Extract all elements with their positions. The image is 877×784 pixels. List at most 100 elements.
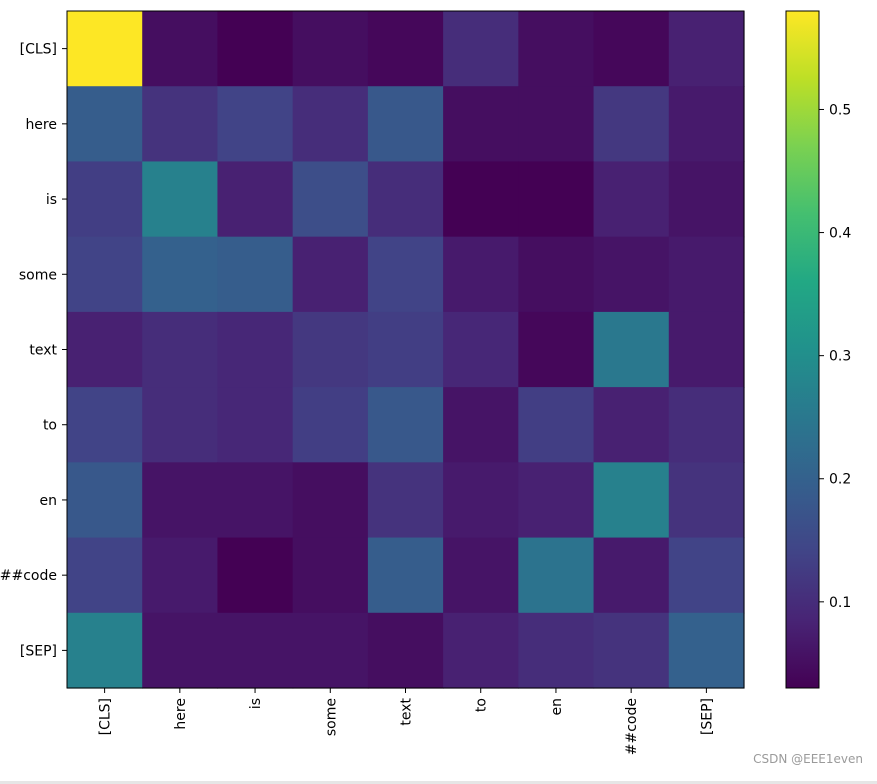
heatmap-cell (443, 612, 519, 689)
heatmap-cell (518, 86, 595, 163)
heatmap-cell (67, 236, 143, 313)
heatmap-cell (518, 612, 595, 689)
y-tick-label: some (19, 267, 57, 283)
heatmap-cell (518, 236, 595, 313)
heatmap-cell (142, 236, 219, 313)
heatmap-cell (367, 311, 444, 388)
x-tick-label: some (323, 698, 339, 736)
heatmap-cell (593, 11, 670, 87)
y-tick-label: [SEP] (20, 643, 57, 659)
heatmap-cell (292, 311, 369, 388)
y-tick-label: to (43, 418, 57, 434)
heatmap-cell (443, 387, 519, 463)
y-axis: [CLS] here is some text to en ##code [SEP] (0, 42, 67, 659)
heatmap-cell (443, 462, 519, 539)
y-tick-label: en (40, 493, 58, 509)
bottom-divider (0, 781, 877, 784)
heatmap-cell (67, 161, 143, 238)
x-tick-label: [SEP] (699, 698, 715, 735)
heatmap-cell (217, 387, 294, 463)
colorbar-tick-label: 0.4 (829, 226, 851, 242)
heatmap-cell (67, 612, 143, 689)
heatmap-cell (142, 161, 219, 238)
heatmap-cell (67, 311, 143, 388)
heatmap-cell (518, 387, 595, 463)
heatmap-cell (668, 462, 745, 539)
heatmap-cell (593, 387, 670, 463)
heatmap-cell (518, 462, 595, 539)
heatmap-cells (67, 11, 745, 689)
colorbar-gradient (786, 11, 819, 688)
heatmap-cell (443, 11, 519, 87)
heatmap-cell (518, 11, 595, 87)
heatmap-cell (67, 462, 143, 539)
heatmap-cell (142, 612, 219, 689)
x-tick-label: here (173, 698, 189, 730)
colorbar-tick-label: 0.1 (829, 595, 851, 611)
y-tick-label: ##code (0, 568, 57, 584)
x-tick-label: ##code (624, 698, 640, 755)
heatmap-cell (367, 161, 444, 238)
heatmap-cell (142, 387, 219, 463)
heatmap-cell (67, 11, 143, 87)
heatmap-cell (217, 311, 294, 388)
heatmap-cell (292, 387, 369, 463)
heatmap-cell (593, 612, 670, 689)
watermark: CSDN @EEE1even (753, 752, 863, 766)
heatmap-cell (142, 462, 219, 539)
heatmap-cell (292, 11, 369, 87)
heatmap-cell (593, 161, 670, 238)
y-tick-label: is (46, 192, 57, 208)
x-tick-label: text (399, 697, 415, 725)
colorbar-tick-label: 0.3 (829, 349, 851, 365)
x-axis: [CLS] here is some text to en ##code [SEP] (98, 688, 715, 755)
heatmap-cell (593, 236, 670, 313)
heatmap-cell (292, 236, 369, 313)
heatmap-cell (443, 86, 519, 163)
heatmap-cell (367, 236, 444, 313)
heatmap-cell (292, 612, 369, 689)
heatmap-cell (668, 161, 745, 238)
heatmap-cell (142, 11, 219, 87)
heatmap-cell (67, 86, 143, 163)
heatmap-cell (292, 161, 369, 238)
heatmap-cell (593, 462, 670, 539)
heatmap-cell (217, 86, 294, 163)
heatmap-cell (518, 537, 595, 614)
heatmap-cell (292, 86, 369, 163)
heatmap-cell (443, 161, 519, 238)
heatmap-cell (668, 236, 745, 313)
heatmap-cell (668, 537, 745, 614)
heatmap-cell (217, 537, 294, 614)
y-tick-label: text (29, 343, 57, 359)
y-tick-label: here (25, 117, 57, 133)
y-tick-label: [CLS] (20, 42, 57, 58)
heatmap-cell (292, 462, 369, 539)
colorbar-tick-label: 0.2 (829, 472, 851, 488)
heatmap-cell (217, 161, 294, 238)
heatmap-cell (142, 311, 219, 388)
colorbar-ticks: 0.1 0.2 0.3 0.4 0.5 (819, 102, 851, 611)
heatmap-cell (593, 86, 670, 163)
heatmap-cell (367, 612, 444, 689)
colorbar-tick-label: 0.5 (829, 102, 851, 118)
heatmap-cell (668, 311, 745, 388)
heatmap-cell (518, 311, 595, 388)
heatmap-cell (367, 387, 444, 463)
heatmap-cell (367, 462, 444, 539)
heatmap-cell (593, 311, 670, 388)
heatmap-cell (367, 537, 444, 614)
heatmap-cell (443, 537, 519, 614)
heatmap-cell (142, 537, 219, 614)
heatmap-cell (67, 387, 143, 463)
heatmap-cell (292, 537, 369, 614)
x-tick-label: [CLS] (98, 698, 114, 735)
heatmap-cell (217, 236, 294, 313)
x-tick-label: is (248, 698, 264, 709)
heatmap-cell (142, 86, 219, 163)
heatmap-cell (367, 86, 444, 163)
heatmap-cell (367, 11, 444, 87)
heatmap-cell (518, 161, 595, 238)
heatmap-cell (668, 387, 745, 463)
